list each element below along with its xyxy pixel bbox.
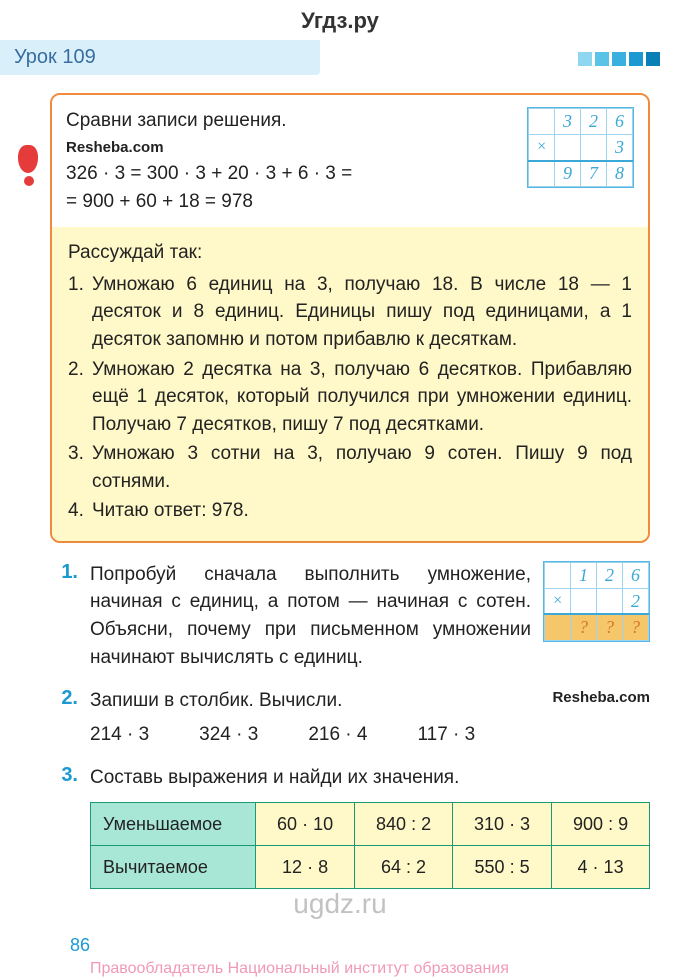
- grid-cell: 9: [555, 161, 581, 187]
- solution-title: Сравни записи решения.: [66, 107, 515, 135]
- table-cell: 60 · 10: [256, 802, 355, 845]
- solution-line1: 326 · 3 = 300 · 3 + 20 · 3 + 6 · 3 =: [66, 160, 515, 188]
- page-content: Урок 109 Сравни записи решения. Resheba.…: [0, 0, 680, 889]
- grid-cell: [529, 161, 555, 187]
- table-cell: 840 : 2: [355, 802, 453, 845]
- exercise-body: Попробуй сначала выполнить умножение, на…: [90, 561, 531, 671]
- solution-line2: = 900 + 60 + 18 = 978: [66, 188, 515, 216]
- table-cell: 900 : 9: [552, 802, 650, 845]
- lesson-label: Урок 109: [14, 46, 96, 68]
- exercise-text: Запиши в столбик. Вычисли.: [90, 687, 342, 715]
- watermark-bottom: ugdz.ru: [293, 888, 386, 920]
- grid-cell: [545, 614, 571, 640]
- attention-icon: [18, 145, 40, 185]
- grid-cell: 3: [555, 109, 581, 135]
- exercise-1: 1. Попробуй сначала выполнить умножение,…: [50, 561, 650, 671]
- ex2-item: 214 · 3: [90, 721, 149, 749]
- mult-sign: ×: [529, 135, 555, 161]
- table-cell: 12 · 8: [256, 845, 355, 888]
- footer-text: Правообладатель Национальный институт об…: [90, 960, 660, 978]
- multiplication-grid-1: 3 2 6 × 3 9 7 8: [527, 107, 634, 188]
- grid-cell: 1: [571, 562, 597, 588]
- table-cell: 64 : 2: [355, 845, 453, 888]
- grid-cell: 2: [623, 588, 649, 614]
- grid-cell: ?: [597, 614, 623, 640]
- exercise-text: Составь выражения и найди их значения.: [90, 764, 650, 792]
- grid-cell: [545, 562, 571, 588]
- reason-item: Умножаю 3 сотни на 3, получаю 9 сотен. П…: [68, 440, 632, 495]
- exercise-number: 3.: [50, 764, 78, 787]
- reasoning-lead: Рассуждай так:: [68, 239, 632, 267]
- exercise-number: 2.: [50, 687, 78, 710]
- brand-label: Resheba.com: [66, 137, 515, 159]
- lesson-header: Урок 109: [0, 40, 320, 75]
- table-cell: 4 · 13: [552, 845, 650, 888]
- table-row-label: Вычитаемое: [91, 845, 256, 888]
- reason-item: Умножаю 6 единиц на 3, получаю 18. В чис…: [68, 271, 632, 354]
- exercise-number: 1.: [50, 561, 78, 584]
- header-decor-squares: [578, 52, 660, 66]
- table-cell: 310 · 3: [452, 802, 551, 845]
- grid-cell: [597, 588, 623, 614]
- table-cell: 550 : 5: [452, 845, 551, 888]
- mult-sign: ×: [545, 588, 571, 614]
- grid-cell: [529, 109, 555, 135]
- grid-cell: 6: [623, 562, 649, 588]
- ex2-item: 216 · 4: [308, 721, 367, 749]
- solution-box: Сравни записи решения. Resheba.com 326 ·…: [50, 93, 650, 543]
- grid-cell: 2: [581, 109, 607, 135]
- grid-cell: [581, 135, 607, 161]
- page-number: 86: [70, 935, 90, 956]
- grid-cell: 3: [607, 135, 633, 161]
- table-row-label: Уменьшаемое: [91, 802, 256, 845]
- grid-cell: 8: [607, 161, 633, 187]
- reason-item: Читаю ответ: 978.: [68, 497, 632, 525]
- ex2-item: 324 · 3: [199, 721, 258, 749]
- exercise-2: 2. Запиши в столбик. Вычисли. Resheba.co…: [50, 687, 650, 748]
- solution-top: Сравни записи решения. Resheba.com 326 ·…: [52, 95, 648, 227]
- grid-cell: [571, 588, 597, 614]
- ex2-item: 117 · 3: [417, 721, 475, 749]
- grid-cell: 7: [581, 161, 607, 187]
- brand-label: Resheba.com: [552, 687, 650, 715]
- expression-table: Уменьшаемое 60 · 10 840 : 2 310 · 3 900 …: [90, 802, 650, 889]
- exercise-3: 3. Составь выражения и найди их значения…: [50, 764, 650, 889]
- grid-cell: 2: [597, 562, 623, 588]
- reason-item: Умножаю 2 десятка на 3, получаю 6 десятк…: [68, 356, 632, 439]
- grid-cell: [555, 135, 581, 161]
- grid-cell: ?: [623, 614, 649, 640]
- solution-reasoning: Рассуждай так: Умножаю 6 единиц на 3, по…: [52, 227, 648, 540]
- grid-cell: ?: [571, 614, 597, 640]
- grid-cell: 6: [607, 109, 633, 135]
- multiplication-grid-2: 1 2 6 × 2 ? ? ?: [543, 561, 650, 642]
